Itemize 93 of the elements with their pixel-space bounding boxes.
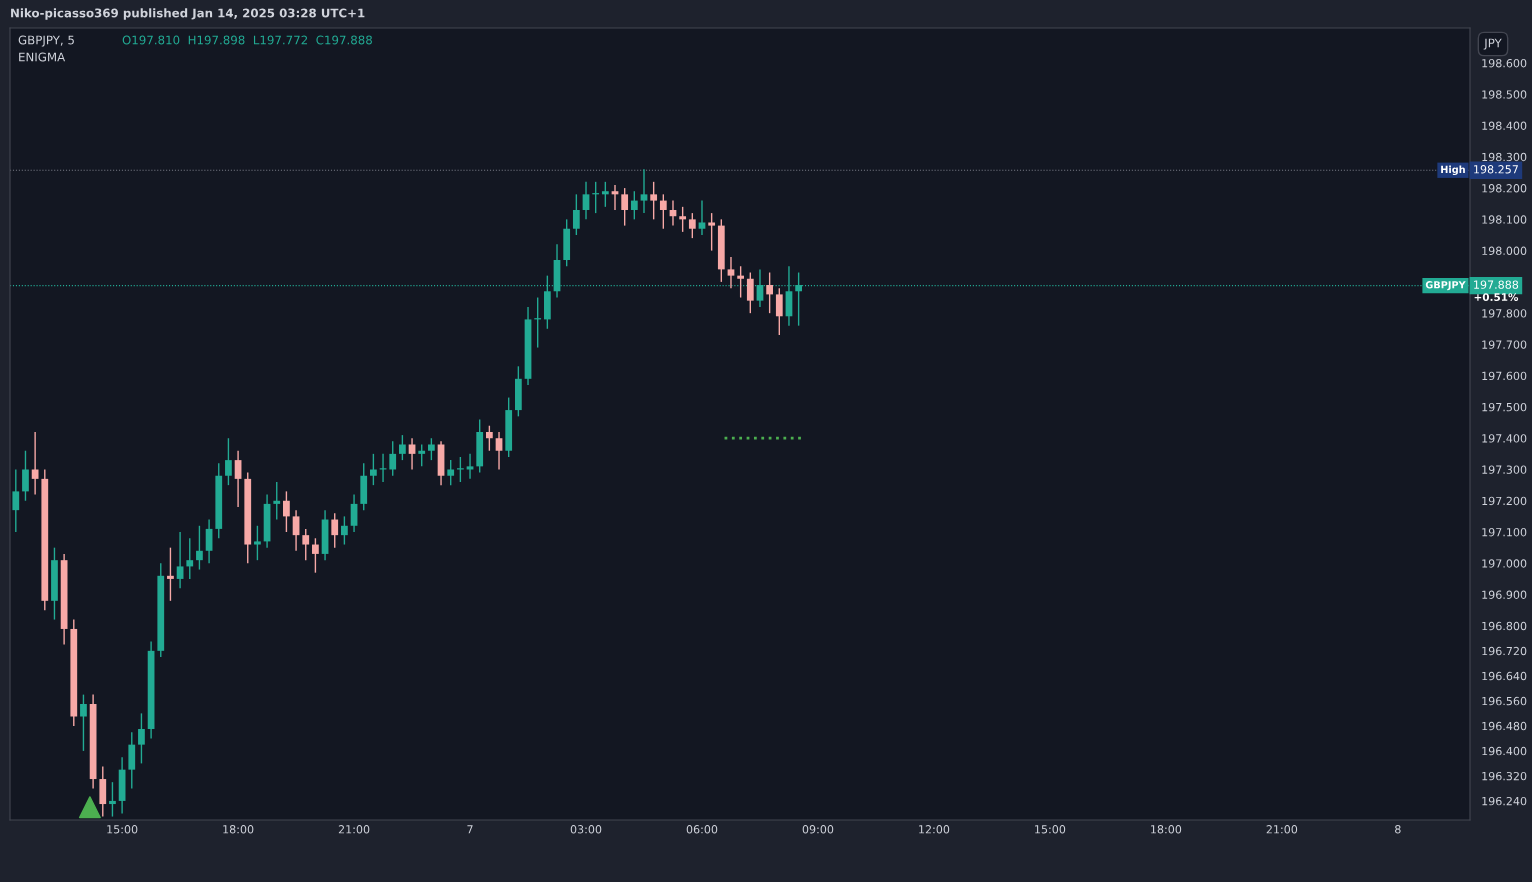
candlestick <box>485 425 493 452</box>
y-tick-label: 197.800 <box>1482 309 1527 318</box>
y-tick-label: 198.000 <box>1482 246 1527 255</box>
y-tick-label: 198.500 <box>1482 90 1527 99</box>
y-tick-label: 197.200 <box>1482 496 1527 506</box>
y-tick-label: 197.100 <box>1482 528 1527 537</box>
candlestick <box>727 256 735 289</box>
candlestick <box>302 528 310 561</box>
candlestick <box>254 525 261 561</box>
candlestick <box>630 190 638 221</box>
candlestick <box>737 265 745 299</box>
y-tick-label: 198.200 <box>1482 184 1527 193</box>
y-tick-label: 196.800 <box>1482 621 1527 631</box>
y-tick-label: 197.000 <box>1482 559 1527 568</box>
ref-line-label: 197.888 <box>1474 280 1519 289</box>
candlestick <box>225 437 232 486</box>
y-tick-label: 196.400 <box>1482 746 1527 756</box>
text: GBPJPY, 5 <box>18 35 74 47</box>
y-tick-label: 196.900 <box>1482 590 1527 599</box>
candlestick <box>292 509 300 552</box>
x-tick-label: 03:00 <box>570 825 602 834</box>
y-tick-label: 198.300 <box>1482 152 1527 162</box>
annotation: GBPJPY <box>1425 281 1466 291</box>
y-tick-label: 198.400 <box>1482 121 1527 130</box>
y-tick-label: 196.480 <box>1482 721 1527 731</box>
candlestick <box>22 450 29 502</box>
annotation: High <box>1441 165 1465 176</box>
candlestick <box>138 712 145 765</box>
y-tick-label: 196.320 <box>1482 771 1527 781</box>
x-tick-label: 21:00 <box>338 825 370 834</box>
x-tick-label: 15:00 <box>1035 825 1066 834</box>
ref-line-label: 198.257 <box>1474 165 1518 174</box>
y-tick-label: 197.500 <box>1482 402 1527 412</box>
candlestick <box>283 490 290 533</box>
y-tick-label: 196.720 <box>1482 646 1527 656</box>
candlestick <box>572 193 580 236</box>
candlestick <box>31 431 39 496</box>
y-axis-title: JPY <box>1483 38 1502 50</box>
candlestick <box>650 181 658 221</box>
candlestick <box>331 512 339 549</box>
x-tick-label: 09:00 <box>802 825 834 834</box>
candlestick <box>186 537 194 580</box>
x-tick-label: 15:00 <box>107 825 138 834</box>
x-tick-label: 21:00 <box>1266 825 1298 834</box>
candlestick <box>408 437 416 471</box>
candlestick <box>176 531 184 590</box>
x-tick-label: 7 <box>467 825 473 834</box>
candlestick <box>495 431 503 471</box>
y-tick-label: 196.240 <box>1482 796 1527 806</box>
candlestick <box>167 546 174 602</box>
candlestick <box>775 287 783 336</box>
candlestick <box>766 271 774 314</box>
candlestick <box>659 193 667 230</box>
text: Niko-picasso369 published Jan 14, 2025 03:28 UTC+1 <box>11 8 365 20</box>
y-tick-label: 197.600 <box>1482 371 1527 381</box>
candlestick <box>679 206 687 233</box>
candlestick <box>418 443 426 468</box>
candlestick <box>109 781 116 818</box>
x-tick-label: 18:00 <box>1151 825 1182 834</box>
candlestick <box>12 468 20 533</box>
candlestick <box>234 450 242 508</box>
candlestick <box>698 199 706 236</box>
candlestick <box>196 525 203 571</box>
candlestick <box>601 181 609 208</box>
y-tick-label: 197.700 <box>1482 340 1527 349</box>
y-tick-label: 197.400 <box>1482 434 1527 443</box>
candlestick <box>621 187 629 227</box>
x-tick-label: 8 <box>1395 825 1401 834</box>
candlestick <box>389 440 397 477</box>
candlestick <box>370 453 377 486</box>
text: O197.810 H197.898 L197.772 C197.888 <box>122 35 372 45</box>
candlestick <box>273 481 281 521</box>
candlestick <box>582 181 590 221</box>
y-tick-label: 197.300 <box>1482 465 1527 474</box>
candlestick <box>427 437 435 461</box>
y-tick-label: 198.100 <box>1482 215 1527 224</box>
text: +0.51% <box>1474 293 1519 302</box>
candlestick <box>708 212 716 252</box>
y-tick-label: 198.600 <box>1482 58 1527 68</box>
candlestick <box>80 693 87 752</box>
y-tick-label: 196.560 <box>1482 696 1527 706</box>
candlestick <box>746 271 754 314</box>
x-tick-label: 06:00 <box>686 825 718 834</box>
y-tick-label: 196.640 <box>1482 671 1527 681</box>
x-tick-label: 18:00 <box>223 825 254 834</box>
candlestick <box>447 459 455 486</box>
candlestick <box>399 434 406 461</box>
candlestick <box>341 515 348 546</box>
candlestick <box>312 537 319 574</box>
x-tick-label: 12:00 <box>919 825 950 834</box>
candlestick <box>688 212 696 239</box>
candlestick <box>640 168 648 214</box>
annotation: ENIGMA <box>19 52 66 62</box>
